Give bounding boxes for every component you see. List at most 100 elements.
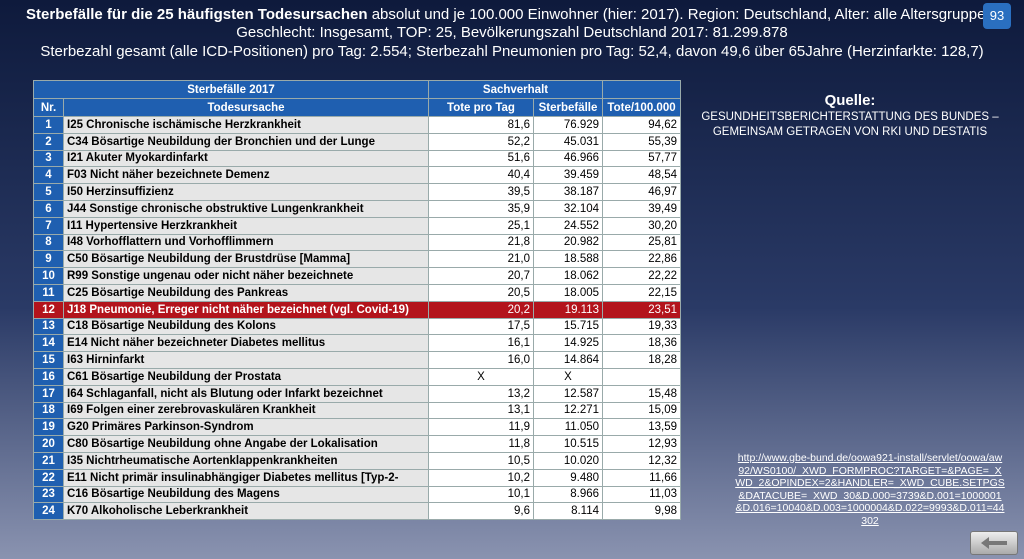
value-cell: X [532, 367, 604, 386]
title-rest: absolut und je 100.000 Einwohner (hier: … [367, 6, 998, 23]
value-cell: 20,2 [428, 300, 534, 319]
value-cell: 48,54 [602, 166, 682, 185]
value-cell: 40,4 [428, 166, 534, 185]
table-row: 11 C25 Bösartige Neubildung des Pankreas 2… [33, 283, 682, 302]
value-cell: 15.715 [532, 317, 604, 336]
row-number: 11 [33, 283, 64, 302]
value-cell: 15,48 [602, 384, 682, 403]
cause-cell: I21 Akuter Myokardinfarkt [63, 149, 429, 168]
value-cell: 21,8 [428, 233, 534, 252]
row-number: 3 [33, 149, 64, 168]
value-cell: 13,2 [428, 384, 534, 403]
subtitle-line: Geschlecht: Insgesamt, TOP: 25, Bevölker… [236, 24, 788, 41]
row-number: 6 [33, 199, 64, 218]
row-number: 15 [33, 351, 64, 369]
table-row: 9 C50 Bösartige Neubildung der Brustdrüse… [33, 250, 682, 269]
table-row: 13 C18 Bösartige Neubildung des Kolons 17,… [33, 317, 682, 336]
header-row: Sterbefälle 2017 Sachverhalt [33, 80, 682, 99]
cause-cell: E14 Nicht näher bezeichneter Diabetes me… [63, 334, 429, 353]
value-cell: 35,9 [428, 199, 534, 218]
subtitle-line: Sterbezahl gesamt (alle ICD-Positionen) … [40, 43, 984, 60]
value-cell: 51,6 [428, 149, 534, 168]
table-row: 1 I25 Chronische ischämische Herzkrankhei… [33, 116, 682, 134]
value-cell: 11,66 [602, 468, 682, 487]
cause-cell: C50 Bösartige Neubildung der Brustdrüse … [63, 250, 429, 269]
value-cell: 21,0 [428, 250, 534, 269]
value-cell: 45.031 [532, 132, 604, 151]
table-row: 3 I21 Akuter Myokardinfarkt 51,6 46.966 57,7… [33, 149, 682, 168]
value-cell: 38.187 [532, 183, 604, 201]
row-number: 2 [33, 132, 64, 151]
value-cell: 46.966 [532, 149, 604, 168]
table-row: 18 I69 Folgen einer zerebrovaskulären Kra… [33, 401, 682, 420]
value-cell: 17,5 [428, 317, 534, 336]
cause-cell: R99 Sonstige ungenau oder nicht näher be… [63, 267, 429, 285]
value-cell: 20,7 [428, 267, 534, 285]
row-number: 20 [33, 435, 64, 453]
value-cell: 57,77 [602, 149, 682, 168]
row-number: 22 [33, 468, 64, 487]
value-cell: 32.104 [532, 199, 604, 218]
table-row: 19 G20 Primäres Parkinson-Syndrom 11,9 11.0… [33, 418, 682, 437]
value-cell: 25,81 [602, 233, 682, 252]
value-cell: 94,62 [602, 116, 682, 134]
value-cell: 12,93 [602, 435, 682, 453]
row-number: 5 [33, 183, 64, 201]
table-row: 7 I11 Hypertensive Herzkrankheit 25,1 24.55… [33, 216, 682, 235]
value-cell: 9,6 [428, 502, 534, 521]
row-number: 7 [33, 216, 64, 235]
value-cell: 12.587 [532, 384, 604, 403]
table-row: 17 I64 Schlaganfall, nicht als Blutung od… [33, 384, 682, 403]
row-number: 14 [33, 334, 64, 353]
header-row: Nr. Todesursache Tote pro Tag Sterbefälle To… [33, 98, 682, 117]
value-cell: 14.864 [532, 351, 604, 369]
value-cell: 10,2 [428, 468, 534, 487]
value-cell: 23,51 [602, 300, 682, 319]
value-cell: 11.050 [532, 418, 604, 437]
cause-cell: I63 Hirninfarkt [63, 351, 429, 369]
header-cell [602, 80, 682, 99]
table-row: 15 I63 Hirninfarkt 16,0 14.864 18,28 [33, 351, 682, 369]
table-row: 14 E14 Nicht näher bezeichneter Diabetes … [33, 334, 682, 353]
value-cell: 10,1 [428, 485, 534, 504]
value-cell: 8.966 [532, 485, 604, 504]
value-cell: 18.005 [532, 283, 604, 302]
value-cell: 16,1 [428, 334, 534, 353]
group-header: Sachverhalt [427, 80, 604, 99]
row-number: 16 [33, 367, 64, 386]
cause-cell: C61 Bösartige Neubildung der Prostata [63, 367, 429, 386]
table-row: 12 J18 Pneumonie, Erreger nicht näher bez… [33, 300, 682, 319]
value-cell: 8.114 [532, 502, 604, 521]
table-row: 22 E11 Nicht primär insulinabhängiger Dia… [33, 468, 682, 487]
row-number: 17 [33, 384, 64, 403]
value-cell: 18.062 [532, 267, 604, 285]
row-number: 8 [33, 233, 64, 252]
value-cell: 81,6 [428, 116, 534, 134]
value-cell: 22,86 [602, 250, 682, 269]
value-cell: 39.459 [532, 166, 604, 185]
value-cell: 11,8 [428, 435, 534, 453]
table-row: 8 I48 Vorhofflattern und Vorhofflimmern 21… [33, 233, 682, 252]
source-link[interactable]: http://www.gbe-bund.de/oowa921-install/s… [735, 452, 1005, 527]
row-number: 21 [33, 451, 64, 470]
row-number: 24 [33, 502, 64, 521]
value-cell: 18.588 [532, 250, 604, 269]
cause-cell: J18 Pneumonie, Erreger nicht näher bezei… [63, 300, 429, 319]
value-cell: 16,0 [428, 351, 534, 369]
cause-cell: C18 Bösartige Neubildung des Kolons [63, 317, 429, 336]
title-line: Sterbefälle für die 25 häufigsten Todesu… [0, 6, 1024, 23]
row-number: 9 [33, 250, 64, 269]
value-cell: 15,09 [602, 401, 682, 420]
value-cell: 11,03 [602, 485, 682, 504]
value-cell: 55,39 [602, 132, 682, 151]
cause-cell: G20 Primäres Parkinson-Syndrom [63, 418, 429, 437]
back-icon [981, 537, 1007, 549]
cause-cell: I69 Folgen einer zerebrovaskulären Krank… [63, 401, 429, 420]
value-cell [602, 367, 682, 386]
cause-cell: E11 Nicht primär insulinabhängiger Diabe… [63, 468, 429, 487]
back-button[interactable] [970, 531, 1018, 555]
value-cell: X [428, 367, 534, 386]
value-cell: 18,28 [602, 351, 682, 369]
group-header: Sterbefälle 2017 [33, 80, 429, 99]
